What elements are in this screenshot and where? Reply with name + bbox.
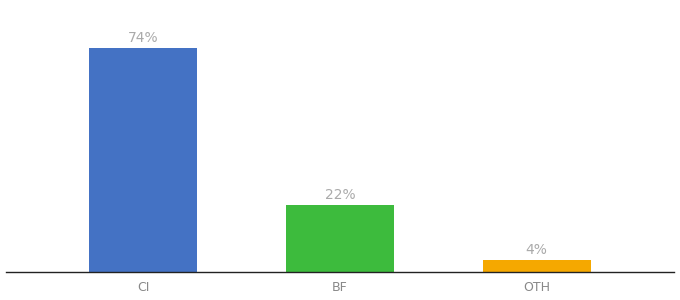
Text: 4%: 4% — [526, 243, 547, 256]
Bar — [483, 260, 591, 272]
Text: 22%: 22% — [324, 188, 356, 202]
Bar — [89, 48, 197, 272]
Bar — [286, 205, 394, 272]
Text: 74%: 74% — [128, 31, 158, 45]
